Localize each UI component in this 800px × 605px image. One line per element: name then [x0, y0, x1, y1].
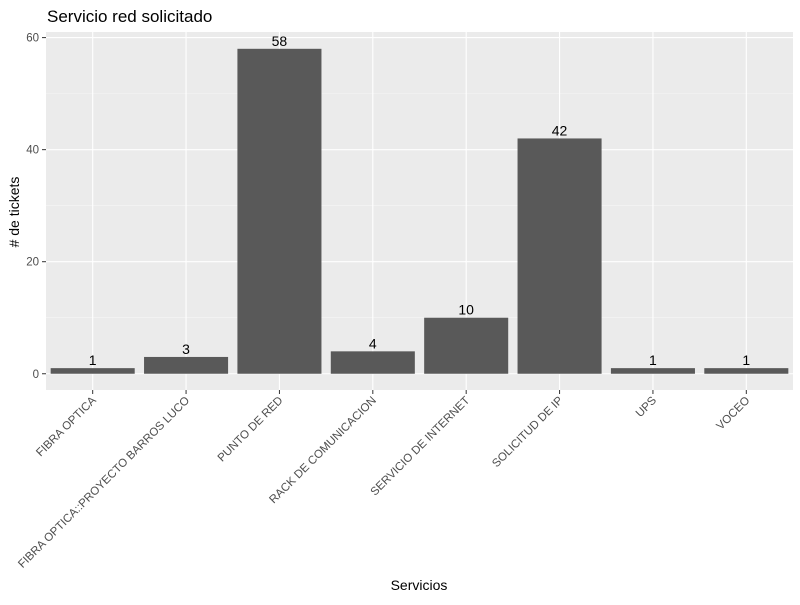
bar-value-label: 42 — [552, 122, 568, 138]
x-tick-label: VOCEO — [715, 395, 753, 433]
y-axis: 0 20 40 60 — [26, 33, 46, 381]
y-tick-label: 0 — [33, 369, 39, 381]
x-tick-label: FIBRA OPTICA — [34, 394, 99, 459]
y-tick-label: 40 — [26, 145, 39, 157]
data-labels: 1 3 58 4 10 42 1 1 — [89, 33, 751, 368]
bar-value-label: 1 — [649, 352, 657, 368]
bar-value-label: 58 — [272, 33, 288, 49]
bar — [424, 317, 509, 374]
y-tick-label: 60 — [26, 33, 39, 45]
y-tick-label: 20 — [26, 257, 39, 269]
x-tick-label: UPS — [634, 394, 659, 419]
plot-panel — [46, 32, 793, 390]
x-axis-title: Servicios — [391, 577, 448, 593]
x-tick-label: SOLICITUD DE IP — [490, 394, 566, 470]
bar-value-label: 1 — [89, 352, 97, 368]
x-tick-label: RACK DE COMUNICACION — [267, 395, 379, 507]
y-axis-title: # de tickets — [6, 177, 22, 248]
bar — [50, 368, 135, 374]
bars — [50, 48, 789, 374]
bar — [330, 351, 415, 374]
bar — [610, 368, 695, 374]
bar-value-label: 1 — [742, 352, 750, 368]
bar-value-label: 4 — [369, 335, 377, 351]
x-tick-label: SERVICIO DE INTERNET — [369, 395, 473, 499]
bar — [144, 356, 229, 374]
bar — [237, 48, 322, 374]
bar-value-label: 3 — [182, 341, 190, 357]
x-tick-label: PUNTO DE RED — [216, 395, 286, 465]
x-tick-label: FIBRA OPTICA::PROYECTO BARROS LUCO — [16, 395, 192, 571]
bar-value-label: 10 — [458, 302, 474, 318]
bar — [517, 138, 602, 374]
bar — [704, 368, 789, 374]
chart-title: Servicio red solicitado — [47, 7, 212, 26]
